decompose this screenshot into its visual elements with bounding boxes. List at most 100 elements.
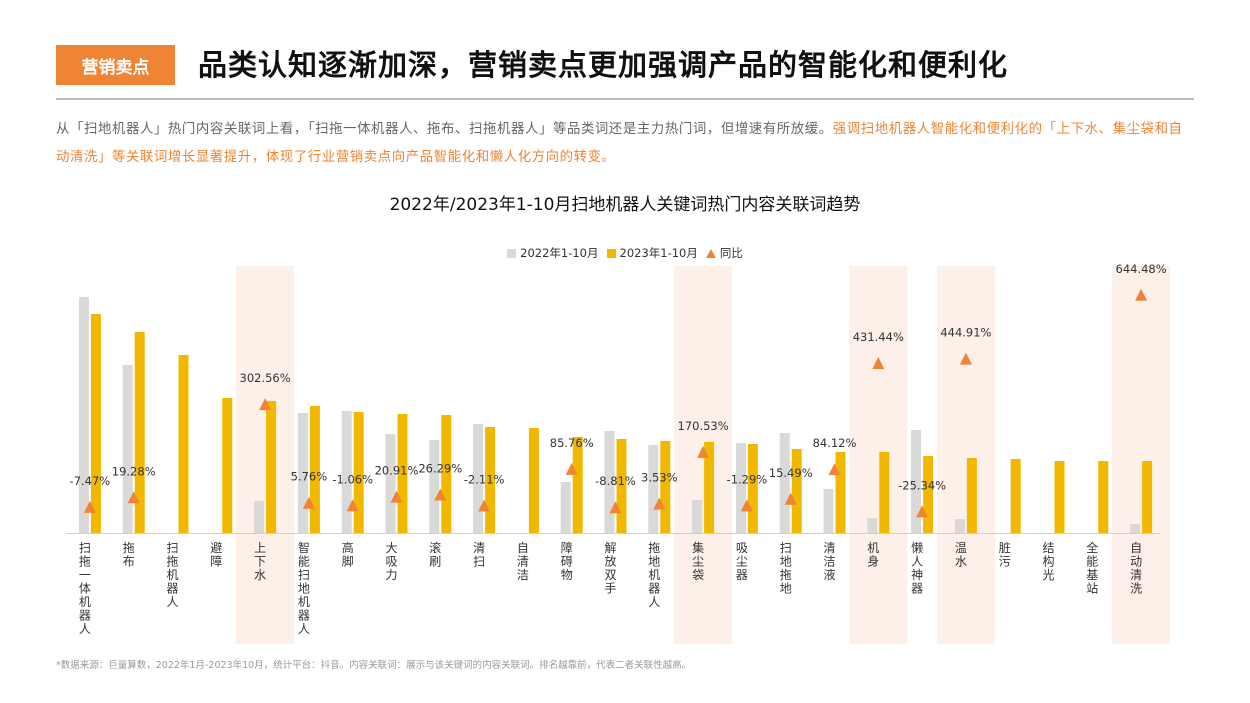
- category-label: 结构光: [1042, 541, 1054, 582]
- bar-2022: [385, 434, 396, 533]
- title-divider: [56, 98, 1194, 100]
- bar-2023: [1142, 461, 1153, 533]
- yoy-triangle: [302, 496, 315, 509]
- bar-2023: [747, 444, 758, 533]
- legend-label-2023: 2023年1-10月: [619, 246, 698, 260]
- bar-2022: [78, 297, 89, 533]
- yoy-label: 302.56%: [240, 371, 291, 385]
- yoy-triangle: [434, 488, 447, 501]
- bar-2022: [648, 445, 659, 533]
- yoy-label: -2.11%: [464, 473, 505, 487]
- bar-2022: [122, 365, 133, 533]
- category-label: 扫拖一体机器人: [79, 541, 91, 636]
- category-label: 吸尘器: [736, 541, 748, 582]
- bar-2022: [1130, 524, 1141, 533]
- bar-2022: [341, 411, 352, 533]
- chart-legend: 2022年1-10月 2023年1-10月 同比: [0, 245, 1250, 261]
- bar-2022: [429, 440, 440, 533]
- footnote: *数据来源：巨量算数，2022年1月-2023年10月，统计平台：抖音。内容关联…: [56, 660, 692, 671]
- category-label: 集尘袋: [692, 540, 704, 582]
- bar-2023: [879, 452, 890, 533]
- category-label: 拖布: [123, 541, 135, 569]
- yoy-triangle: [653, 497, 666, 510]
- category-label: 扫地拖地: [780, 541, 792, 596]
- description-normal: 从「扫地机器人」热门内容关联词上看，「扫拖一体机器人、拖布、扫拖机器人」等品类词…: [56, 122, 833, 137]
- bar-2023: [660, 441, 671, 533]
- highlight-band: [236, 266, 295, 644]
- category-label: 自动清洗: [1130, 541, 1142, 596]
- category-label: 全能基站: [1086, 540, 1098, 596]
- yoy-label: 444.91%: [940, 326, 991, 340]
- yoy-triangle: [740, 499, 753, 512]
- page-title: 品类认知逐渐加深，营销卖点更加强调产品的智能化和便利化: [198, 48, 1009, 82]
- yoy-triangle: [697, 445, 710, 458]
- bar-2023: [1054, 461, 1065, 533]
- yoy-markers: -7.47%19.28% 302.56% 5.76% -1.06%20.91% 26.2…: [70, 262, 1167, 518]
- bar-2022: [867, 518, 878, 533]
- triangle-icon: [705, 248, 716, 258]
- category-label: 避障: [210, 541, 222, 569]
- yoy-label: 170.53%: [678, 419, 729, 433]
- yoy-triangle: [784, 492, 797, 505]
- bar-2023: [966, 458, 977, 533]
- yoy-triangle: [959, 352, 972, 365]
- legend-swatch-2022: [507, 248, 517, 258]
- category-label: 拖地机器人: [648, 541, 660, 609]
- highlight-band: [936, 266, 995, 644]
- yoy-triangle: [259, 398, 272, 411]
- bar-2023: [528, 428, 539, 533]
- category-label: 清扫: [473, 541, 485, 569]
- bar-2022: [954, 519, 965, 533]
- category-label: 机身: [867, 541, 879, 569]
- legend-item-2023: 2023年1-10月: [606, 245, 698, 261]
- yoy-label: 5.76%: [291, 470, 328, 484]
- category-label: 高脚: [342, 540, 354, 569]
- bar-2023: [1010, 459, 1021, 533]
- section-tag: 营销卖点: [56, 45, 175, 85]
- bar-2022: [604, 431, 615, 533]
- legend-item-yoy: 同比: [705, 245, 743, 261]
- highlight-band: [849, 266, 908, 644]
- yoy-triangle: [1135, 288, 1148, 301]
- yoy-label: 15.49%: [769, 466, 813, 480]
- legend-label-2022: 2022年1-10月: [520, 246, 599, 260]
- category-label: 温水: [955, 541, 967, 569]
- bar-2023: [309, 406, 320, 533]
- legend-label-yoy: 同比: [719, 246, 743, 260]
- bar-2023: [616, 439, 627, 533]
- yoy-triangle: [390, 490, 403, 503]
- bar-2022: [692, 500, 703, 533]
- yoy-label: 19.28%: [112, 464, 156, 478]
- category-label: 自清洁: [517, 541, 529, 582]
- category-label: 大吸力: [385, 541, 397, 582]
- bar-2022: [735, 443, 746, 533]
- bar-2023: [485, 427, 496, 533]
- yoy-label: -7.47%: [70, 474, 111, 488]
- yoy-triangle: [916, 505, 929, 518]
- bars: [78, 297, 1153, 533]
- yoy-label: 84.12%: [813, 436, 857, 450]
- yoy-triangle: [83, 500, 96, 513]
- bar-2023: [266, 401, 277, 533]
- yoy-triangle: [346, 499, 359, 512]
- category-label: 解放双手: [604, 541, 616, 596]
- category-label: 上下水: [254, 541, 266, 582]
- category-label: 脏污: [999, 540, 1011, 569]
- legend-swatch-2023: [606, 248, 616, 258]
- yoy-label: 85.76%: [550, 436, 594, 450]
- yoy-triangle: [127, 491, 140, 504]
- category-labels: 扫拖一体机器人 拖布 扫拖机器人 避障 上下水 智能扫地机器人 高脚 大吸力 滚刷 清扫 自清洁 障碍…: [79, 540, 1142, 636]
- bar-2023: [923, 456, 934, 533]
- category-label: 懒人神器: [911, 541, 923, 596]
- bar-2023: [353, 412, 364, 533]
- bar-2022: [254, 501, 265, 533]
- bar-2023: [1098, 461, 1109, 533]
- bar-2023: [572, 437, 583, 533]
- yoy-label: 431.44%: [853, 330, 904, 344]
- bar-2022: [297, 413, 308, 533]
- category-label: 智能扫地机器人: [298, 540, 310, 636]
- yoy-label: -1.29%: [727, 472, 768, 486]
- chart-title: 2022年/2023年1-10月扫地机器人关键词热门内容关联词趋势: [389, 195, 861, 215]
- yoy-label: 644.48%: [1116, 262, 1167, 276]
- highlight-band: [1112, 266, 1171, 644]
